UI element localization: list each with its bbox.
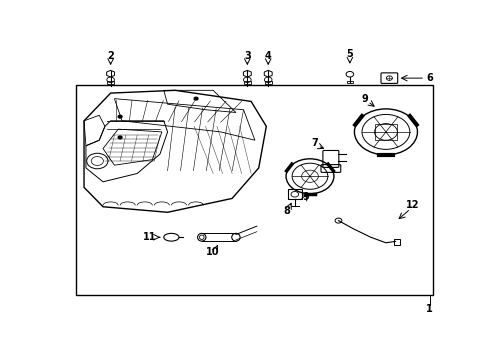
Text: 9: 9	[302, 192, 309, 202]
Text: 4: 4	[265, 51, 271, 61]
Bar	[347, 81, 353, 84]
Bar	[244, 81, 251, 84]
Text: 2: 2	[107, 51, 114, 61]
Text: 7: 7	[312, 138, 318, 148]
Bar	[265, 81, 271, 84]
Text: 9: 9	[362, 94, 368, 104]
Circle shape	[118, 115, 122, 118]
Bar	[76, 85, 433, 296]
Text: 10: 10	[206, 247, 220, 257]
Bar	[288, 189, 302, 199]
Text: 5: 5	[346, 49, 353, 59]
Text: 8: 8	[284, 206, 291, 216]
Bar	[107, 81, 114, 84]
Text: 1: 1	[426, 304, 433, 314]
Text: 11: 11	[143, 232, 156, 242]
Circle shape	[118, 136, 122, 139]
Text: 12: 12	[406, 201, 419, 210]
Text: 6: 6	[426, 73, 433, 83]
Text: 3: 3	[244, 51, 251, 61]
Bar	[393, 239, 400, 245]
Circle shape	[194, 97, 198, 100]
